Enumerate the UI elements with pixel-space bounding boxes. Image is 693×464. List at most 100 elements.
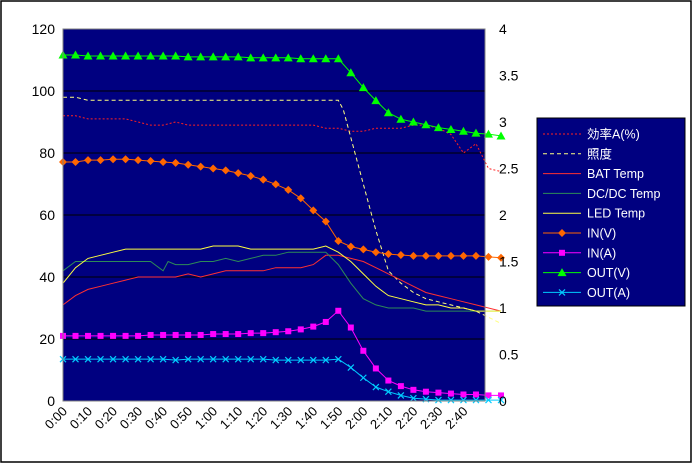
data-point bbox=[122, 355, 129, 363]
data-point bbox=[396, 114, 406, 123]
data-point bbox=[221, 166, 230, 175]
data-point bbox=[435, 389, 442, 396]
data-point bbox=[446, 251, 455, 260]
data-point bbox=[221, 52, 231, 61]
data-point bbox=[208, 52, 218, 61]
data-point bbox=[233, 52, 243, 61]
y-tick-label: 100 bbox=[32, 83, 56, 99]
data-point bbox=[359, 245, 368, 254]
data-point bbox=[485, 396, 492, 404]
data-point bbox=[147, 331, 154, 338]
data-point bbox=[197, 355, 205, 363]
y-tick-label: 120 bbox=[32, 21, 56, 37]
data-point bbox=[246, 171, 255, 180]
data-point bbox=[85, 332, 92, 339]
data-point bbox=[372, 383, 380, 391]
y2-tick-label: 2 bbox=[499, 207, 507, 223]
data-point bbox=[497, 396, 505, 404]
data-point bbox=[259, 175, 268, 184]
data-point bbox=[172, 356, 180, 364]
data-point bbox=[296, 54, 306, 63]
data-point bbox=[97, 355, 104, 363]
series-BAT Temp bbox=[62, 254, 502, 312]
data-point bbox=[72, 355, 79, 363]
data-point bbox=[72, 332, 79, 339]
data-point bbox=[235, 331, 242, 338]
data-point bbox=[384, 250, 393, 259]
y2-tick-label: 1.5 bbox=[499, 254, 519, 270]
plot-border bbox=[62, 28, 486, 402]
series-OUT(A) bbox=[59, 355, 505, 404]
y2-tick-label: 4 bbox=[499, 21, 507, 37]
data-point bbox=[222, 331, 229, 338]
data-point bbox=[346, 242, 355, 251]
data-point bbox=[146, 51, 156, 60]
data-point bbox=[334, 355, 342, 363]
data-point bbox=[285, 328, 292, 335]
data-point bbox=[322, 318, 329, 325]
data-point bbox=[484, 252, 493, 261]
data-point bbox=[408, 117, 418, 126]
data-point bbox=[271, 53, 281, 62]
legend-label: DC/DC Temp bbox=[587, 187, 660, 201]
data-point bbox=[234, 355, 242, 363]
data-point bbox=[272, 329, 279, 336]
data-point bbox=[83, 51, 93, 60]
data-point bbox=[447, 396, 455, 404]
gridlines bbox=[63, 90, 485, 340]
y-tick-label: 20 bbox=[39, 331, 55, 347]
data-point bbox=[158, 51, 168, 60]
data-point bbox=[396, 250, 405, 259]
data-point bbox=[210, 331, 217, 338]
data-point bbox=[385, 377, 392, 384]
data-point bbox=[96, 156, 105, 165]
data-point bbox=[284, 356, 292, 364]
data-point bbox=[421, 120, 431, 129]
data-point bbox=[333, 54, 343, 63]
data-point bbox=[397, 383, 404, 390]
series-LED Temp bbox=[62, 245, 501, 312]
data-point bbox=[247, 355, 255, 363]
data-point bbox=[234, 169, 243, 178]
y-tick-label: 60 bbox=[39, 207, 55, 223]
data-point bbox=[184, 160, 193, 169]
data-point bbox=[109, 155, 118, 164]
data-point bbox=[322, 356, 330, 364]
data-point bbox=[247, 330, 254, 337]
legend-marker bbox=[557, 268, 567, 277]
series-DC/DC Temp bbox=[62, 251, 501, 312]
legend-label: 照度 bbox=[587, 146, 613, 161]
legend-label: 効率A(%) bbox=[587, 127, 640, 142]
y2-tick-label: 1 bbox=[499, 300, 507, 316]
data-point bbox=[196, 52, 206, 61]
y-tick-label: 80 bbox=[39, 145, 55, 161]
data-point bbox=[121, 155, 130, 164]
data-point bbox=[134, 156, 143, 165]
data-point bbox=[272, 356, 280, 364]
legend-label: IN(A) bbox=[587, 246, 616, 260]
data-point bbox=[447, 390, 454, 397]
data-point bbox=[371, 248, 380, 257]
legend-marker bbox=[558, 288, 566, 296]
data-point bbox=[271, 180, 280, 189]
data-point bbox=[458, 126, 468, 135]
data-point bbox=[133, 51, 143, 60]
data-point bbox=[197, 331, 204, 338]
data-point bbox=[160, 331, 167, 338]
series-line bbox=[62, 251, 501, 312]
data-point bbox=[346, 68, 356, 77]
data-point bbox=[496, 131, 506, 140]
data-point bbox=[196, 162, 205, 171]
data-point bbox=[310, 323, 317, 330]
data-point bbox=[383, 108, 393, 117]
data-point bbox=[110, 332, 117, 339]
data-point bbox=[471, 251, 480, 260]
legend-marker bbox=[559, 249, 565, 256]
data-point bbox=[284, 185, 293, 194]
data-point bbox=[409, 251, 418, 260]
data-point bbox=[309, 356, 317, 364]
data-point bbox=[321, 217, 330, 226]
y2-tick-label: 3 bbox=[499, 114, 507, 130]
data-point bbox=[421, 251, 430, 260]
